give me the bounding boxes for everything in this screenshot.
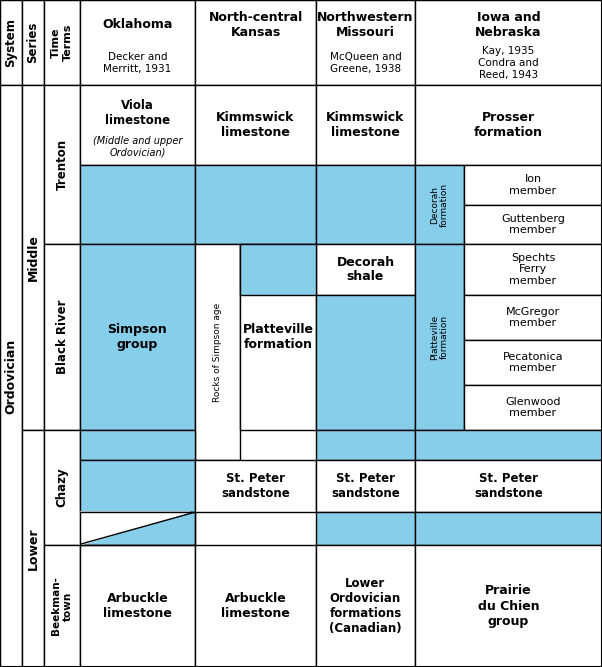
Bar	[464, 385, 602, 430]
Bar	[316, 0, 415, 85]
Text: McQueen and
Greene, 1938: McQueen and Greene, 1938	[330, 52, 402, 74]
Text: Lower
Ordovician
formations
(Canadian): Lower Ordovician formations (Canadian)	[329, 577, 402, 635]
Text: Platteville
formation: Platteville formation	[430, 314, 449, 360]
Text: Simpson
group: Simpson group	[108, 323, 167, 351]
Bar	[464, 340, 602, 385]
Bar	[0, 0, 22, 85]
Text: Prosser
formation: Prosser formation	[474, 111, 543, 139]
Bar	[316, 512, 415, 545]
Bar	[80, 244, 195, 430]
Text: St. Peter
sandstone: St. Peter sandstone	[474, 472, 543, 500]
Text: Arbuckle
limestone: Arbuckle limestone	[103, 592, 172, 620]
Text: Decker and
Merritt, 1931: Decker and Merritt, 1931	[104, 52, 172, 74]
Bar	[316, 295, 415, 430]
Text: Pecatonica
member: Pecatonica member	[503, 352, 563, 374]
Text: Decorah
formation: Decorah formation	[430, 183, 449, 227]
Bar	[80, 430, 195, 460]
Text: Spechts
Ferry
member: Spechts Ferry member	[509, 253, 557, 286]
Text: Oklahoma: Oklahoma	[102, 19, 173, 31]
Text: Trenton: Trenton	[55, 139, 69, 190]
Bar	[316, 545, 415, 667]
Bar	[80, 165, 195, 244]
Text: North-central
Kansas: North-central Kansas	[208, 11, 303, 39]
Bar	[316, 244, 415, 295]
Bar	[464, 205, 602, 244]
Bar	[80, 460, 195, 512]
Bar	[80, 85, 195, 165]
Bar	[415, 545, 602, 667]
Polygon shape	[80, 512, 190, 545]
Text: Platteville
formation: Platteville formation	[243, 323, 314, 351]
Bar	[80, 512, 195, 545]
Text: St. Peter
sandstone: St. Peter sandstone	[331, 472, 400, 500]
Text: Chazy: Chazy	[55, 468, 69, 508]
Text: Middle: Middle	[26, 234, 40, 281]
Bar	[80, 512, 195, 545]
Bar	[464, 244, 602, 295]
Bar	[415, 85, 602, 165]
Bar	[464, 165, 602, 205]
Bar	[195, 244, 240, 460]
Bar	[415, 512, 602, 545]
Text: Series: Series	[26, 22, 40, 63]
Bar	[316, 165, 415, 244]
Bar	[22, 85, 44, 430]
Text: Time
Terms: Time Terms	[51, 24, 73, 61]
Bar	[415, 244, 464, 430]
Bar	[195, 165, 316, 244]
Bar	[464, 295, 602, 340]
Text: Ordovician: Ordovician	[4, 338, 17, 414]
Bar	[316, 460, 415, 512]
Text: Prairie
du Chien
group: Prairie du Chien group	[478, 584, 539, 628]
Bar	[44, 85, 80, 244]
Bar	[240, 244, 316, 430]
Text: St. Peter
sandstone: St. Peter sandstone	[221, 472, 290, 500]
Text: Kimmswick
limestone: Kimmswick limestone	[326, 111, 405, 139]
Text: Viola
limestone: Viola limestone	[105, 99, 170, 127]
Text: McGregor
member: McGregor member	[506, 307, 560, 328]
Bar	[316, 85, 415, 165]
Text: Ion
member: Ion member	[509, 174, 557, 196]
Bar	[44, 430, 80, 545]
Bar	[415, 430, 602, 460]
Bar	[415, 0, 602, 85]
Bar	[195, 0, 316, 85]
Bar	[44, 545, 80, 667]
Text: Glenwood
member: Glenwood member	[505, 397, 560, 418]
Bar	[22, 0, 44, 85]
Bar	[195, 85, 316, 165]
Bar	[80, 545, 195, 667]
Bar	[240, 244, 316, 295]
Bar	[316, 430, 415, 460]
Text: Lower: Lower	[26, 527, 40, 570]
Text: Guttenberg
member: Guttenberg member	[501, 213, 565, 235]
Bar	[415, 460, 602, 512]
Bar	[80, 0, 195, 85]
Text: Rocks of Simpson age: Rocks of Simpson age	[213, 302, 222, 402]
Bar	[195, 545, 316, 667]
Text: Iowa and
Nebraska: Iowa and Nebraska	[475, 11, 542, 39]
Text: Northwestern
Missouri: Northwestern Missouri	[317, 11, 414, 39]
Text: Black River: Black River	[55, 299, 69, 374]
Text: (Middle and upper
Ordovician): (Middle and upper Ordovician)	[93, 136, 182, 158]
Bar	[415, 165, 464, 244]
Bar	[44, 0, 80, 85]
Text: System: System	[4, 18, 17, 67]
Bar	[195, 460, 316, 512]
Text: Kimmswick
limestone: Kimmswick limestone	[216, 111, 295, 139]
Text: Arbuckle
limestone: Arbuckle limestone	[221, 592, 290, 620]
Text: Decorah
shale: Decorah shale	[337, 255, 394, 283]
Bar	[0, 85, 22, 667]
Text: Beekman-
town: Beekman- town	[51, 576, 73, 636]
Bar	[44, 244, 80, 430]
Text: Kay, 1935
Condra and
Reed, 1943: Kay, 1935 Condra and Reed, 1943	[478, 47, 539, 79]
Bar	[22, 430, 44, 667]
